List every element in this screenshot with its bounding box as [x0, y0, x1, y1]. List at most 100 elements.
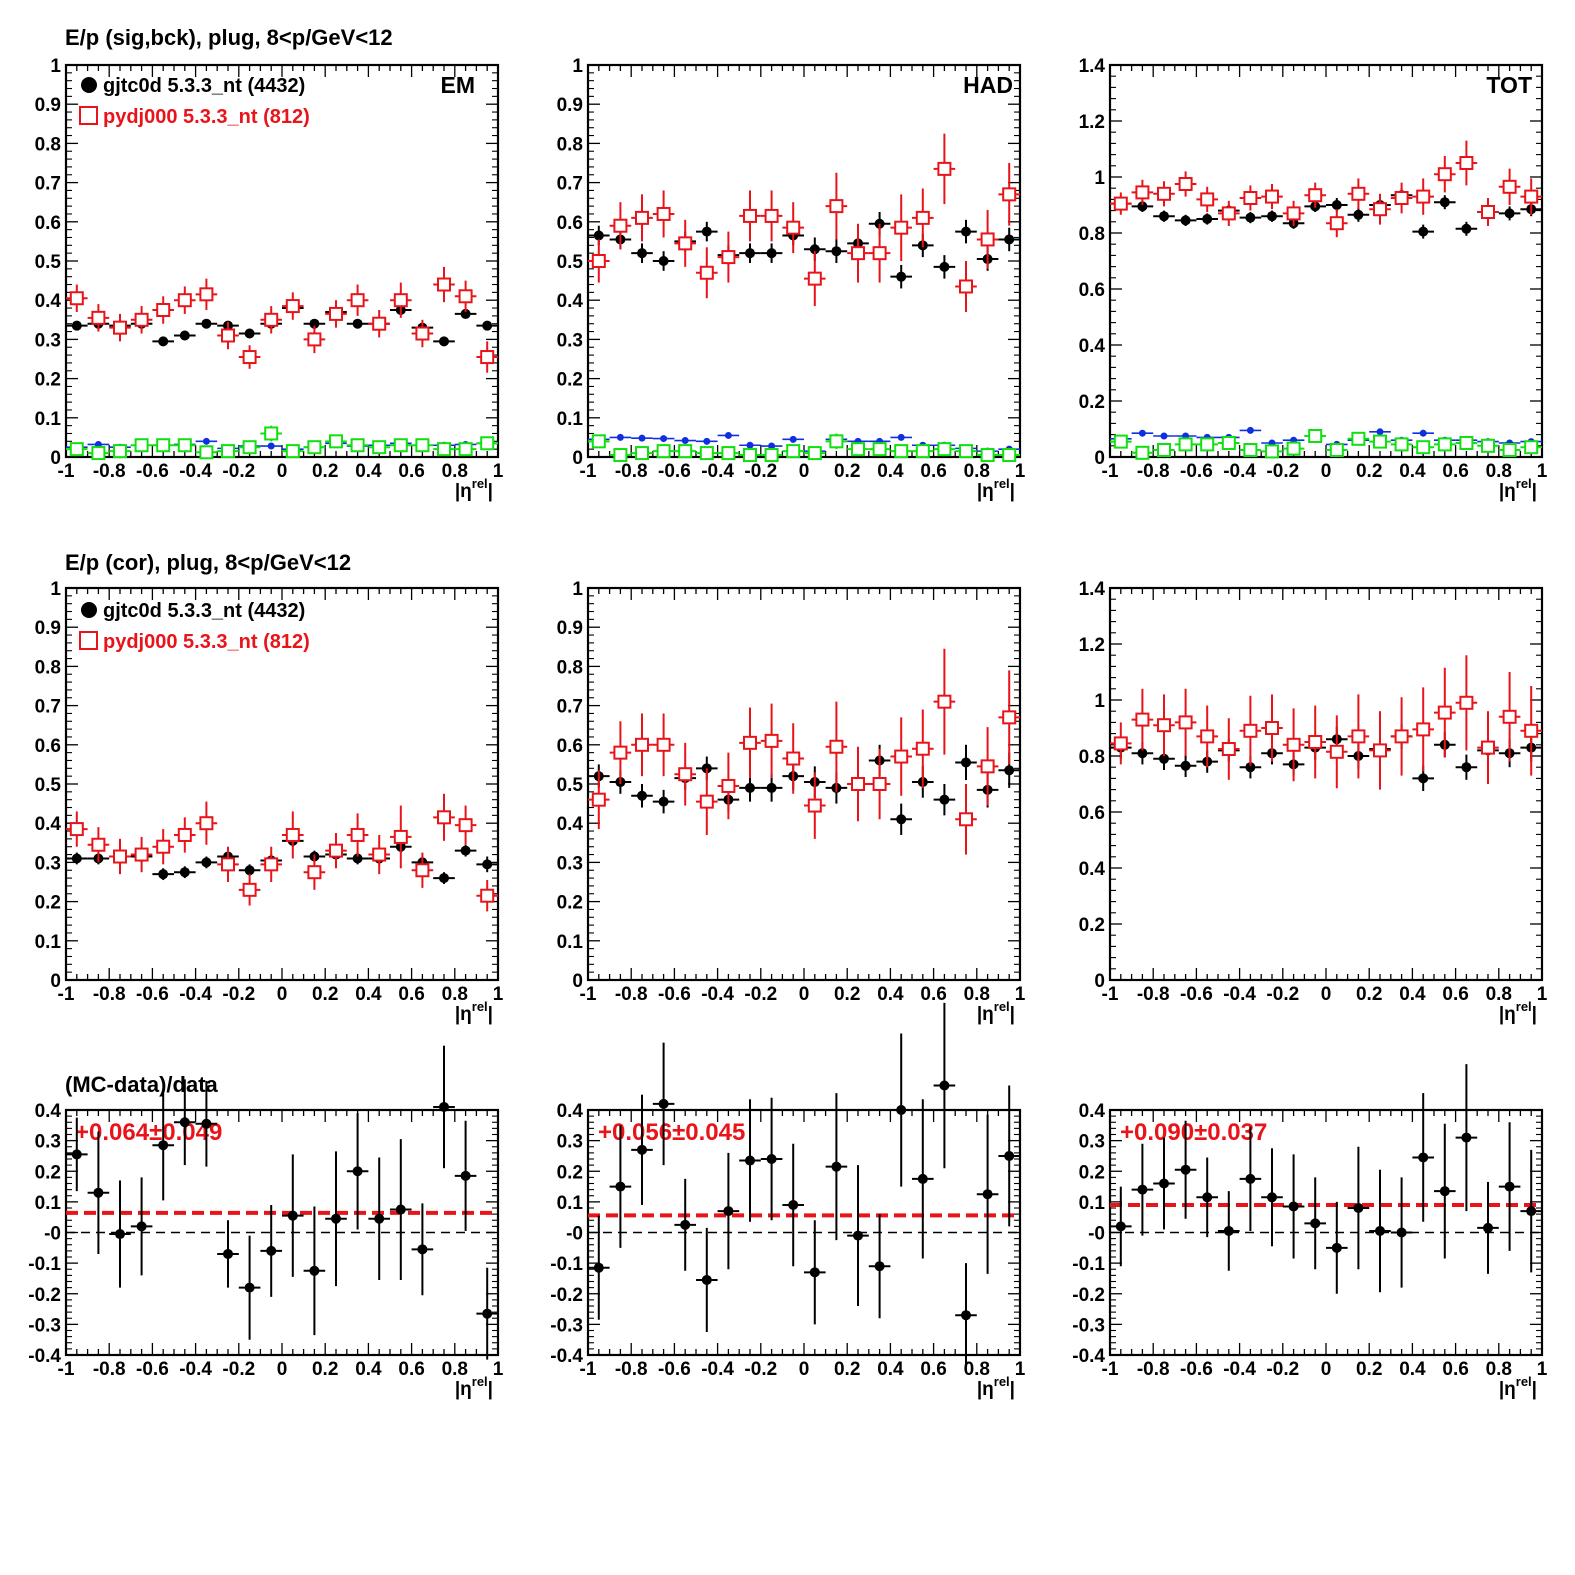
point-marker — [768, 442, 776, 450]
data-point — [1174, 754, 1197, 777]
point-marker — [807, 271, 822, 286]
point-marker — [1526, 1206, 1537, 1217]
plot-em_sigbck: -1 -0.8 -0.6 -0.4 -0.2 0 0.2 0.4 0.6 0.8 1|ηrel|00… — [35, 56, 504, 502]
data-point — [411, 319, 434, 348]
point-marker — [244, 1282, 255, 1293]
point-marker — [723, 1206, 734, 1217]
data-point — [260, 846, 282, 882]
x-tick-label: 1 — [493, 984, 504, 1005]
data-point — [1347, 1146, 1370, 1270]
point-marker — [1004, 765, 1015, 776]
data-point — [1326, 209, 1348, 238]
point-marker — [1245, 762, 1256, 773]
point-marker — [851, 777, 865, 791]
point-marker — [1288, 1201, 1299, 1212]
data-point — [1239, 443, 1262, 457]
data-point — [631, 1094, 653, 1205]
data-point — [1455, 754, 1478, 780]
data-point — [976, 448, 999, 463]
point-marker — [1200, 192, 1215, 207]
data-point — [933, 1002, 956, 1169]
data-point — [998, 1085, 1020, 1227]
data-point — [1196, 213, 1218, 225]
point-marker — [1375, 1225, 1385, 1236]
x-tick-label: -1 — [580, 461, 597, 482]
y-tick-label: 0.1 — [557, 1193, 584, 1214]
data-point — [130, 1177, 153, 1276]
y-tick-label: 0.2 — [35, 1162, 61, 1183]
data-point — [346, 813, 369, 857]
data-point — [933, 133, 956, 205]
y-tick-label: 1 — [50, 579, 61, 600]
data-point — [739, 707, 761, 779]
point-marker — [1481, 438, 1495, 453]
data-point — [1390, 437, 1413, 452]
point-marker — [616, 433, 624, 441]
point-marker — [1459, 695, 1474, 710]
data-point — [174, 817, 196, 853]
data-point — [152, 336, 174, 347]
point-marker — [372, 440, 387, 455]
x-tick-label: 0 — [277, 984, 288, 1005]
data-point — [588, 770, 610, 830]
point-marker — [591, 434, 606, 449]
data-point — [1239, 756, 1262, 779]
x-tick-label: -0.2 — [222, 1359, 255, 1380]
legend-data-marker — [81, 602, 97, 618]
point-marker — [287, 1210, 298, 1221]
point-marker — [959, 444, 973, 459]
data-point — [66, 1117, 88, 1192]
data-point — [933, 255, 956, 279]
point-marker — [1137, 1184, 1148, 1195]
data-point — [87, 827, 110, 863]
x-tick-label: 1 — [1015, 461, 1026, 482]
data-point — [652, 190, 675, 238]
data-point — [976, 1114, 999, 1274]
data-point — [739, 243, 761, 263]
point-marker — [980, 448, 995, 463]
point-marker — [1180, 215, 1191, 226]
point-marker — [177, 438, 192, 453]
point-marker — [1267, 1192, 1277, 1203]
y-tick-label: 0.9 — [557, 618, 583, 639]
data-point — [174, 438, 196, 453]
point-marker — [69, 442, 84, 457]
point-marker — [1396, 1227, 1407, 1238]
data-point — [1174, 1120, 1197, 1219]
y-tick-label: 0.6 — [35, 736, 61, 757]
point-marker — [897, 433, 905, 441]
plot-frame — [1108, 63, 1544, 459]
point-marker — [458, 818, 473, 833]
point-marker — [788, 1199, 799, 1210]
data-point — [66, 442, 88, 457]
point-marker — [915, 210, 930, 225]
data-point — [87, 446, 110, 461]
data-point — [346, 852, 369, 865]
x-tick-label: 0.2 — [312, 1359, 338, 1380]
point-marker — [615, 1181, 626, 1192]
point-marker — [91, 446, 106, 461]
point-marker — [202, 437, 210, 445]
point-marker — [1308, 735, 1323, 749]
y-tick-label: 0.3 — [557, 853, 583, 874]
data-point — [760, 1097, 783, 1221]
y-tick-label: 0.9 — [557, 95, 583, 116]
point-marker — [307, 865, 322, 880]
point-marker — [678, 444, 693, 459]
y-tick-label: -0 — [566, 1224, 583, 1245]
point-marker — [1265, 444, 1279, 459]
point-marker — [1157, 718, 1171, 733]
data-point — [1520, 686, 1542, 776]
data-point — [1434, 1123, 1456, 1259]
data-point — [1131, 445, 1154, 460]
point-marker — [1481, 740, 1495, 755]
data-point — [674, 444, 696, 459]
point-marker — [93, 1187, 104, 1198]
point-marker — [745, 1155, 755, 1166]
point-marker — [309, 1265, 320, 1276]
data-point — [782, 435, 804, 443]
y-tick-label: 0.4 — [557, 291, 584, 312]
panel-label-tot: TOT — [1486, 72, 1532, 98]
point-marker — [1286, 441, 1301, 456]
data-point — [1369, 1169, 1391, 1293]
